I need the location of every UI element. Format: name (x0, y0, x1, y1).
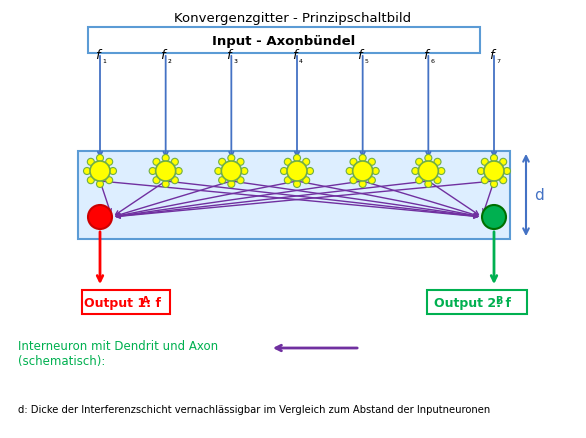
Text: f: f (489, 49, 493, 62)
Circle shape (97, 155, 104, 162)
Circle shape (482, 205, 506, 230)
Circle shape (303, 177, 309, 184)
Circle shape (359, 155, 366, 162)
Circle shape (171, 159, 178, 166)
Circle shape (415, 159, 423, 166)
Circle shape (438, 168, 445, 175)
Text: f: f (95, 49, 99, 62)
Text: Input - Axonbündel: Input - Axonbündel (212, 35, 356, 47)
Text: ₅: ₅ (365, 55, 369, 65)
Circle shape (215, 168, 222, 175)
Circle shape (90, 162, 110, 182)
Circle shape (434, 159, 441, 166)
Text: Konvergenzgitter - Prinzipschaltbild: Konvergenzgitter - Prinzipschaltbild (175, 12, 411, 25)
Circle shape (425, 181, 432, 188)
Text: f: f (226, 49, 231, 62)
Text: f: f (357, 49, 362, 62)
Circle shape (87, 159, 94, 166)
FancyBboxPatch shape (78, 152, 510, 240)
Circle shape (359, 181, 366, 188)
Circle shape (156, 162, 176, 182)
Text: ₇: ₇ (496, 55, 500, 65)
Text: f: f (423, 49, 428, 62)
Circle shape (287, 162, 307, 182)
Circle shape (284, 159, 291, 166)
Text: ₁: ₁ (102, 55, 106, 65)
Circle shape (346, 168, 353, 175)
Circle shape (350, 177, 357, 184)
Circle shape (219, 159, 226, 166)
Circle shape (294, 155, 301, 162)
Circle shape (284, 177, 291, 184)
Circle shape (500, 177, 507, 184)
Circle shape (484, 162, 504, 182)
Circle shape (162, 155, 169, 162)
Circle shape (415, 177, 423, 184)
Circle shape (171, 177, 178, 184)
Text: Output 1: f: Output 1: f (83, 296, 161, 309)
Circle shape (105, 159, 113, 166)
Circle shape (222, 162, 241, 182)
Circle shape (228, 155, 235, 162)
Circle shape (219, 177, 226, 184)
Circle shape (478, 168, 485, 175)
Circle shape (281, 168, 288, 175)
Text: d: d (534, 188, 544, 203)
Circle shape (97, 181, 104, 188)
Circle shape (88, 205, 112, 230)
Text: ₄: ₄ (299, 55, 303, 65)
Circle shape (369, 177, 376, 184)
Circle shape (241, 168, 248, 175)
Circle shape (500, 159, 507, 166)
Text: f: f (292, 49, 297, 62)
Circle shape (110, 168, 117, 175)
Circle shape (306, 168, 314, 175)
Circle shape (412, 168, 419, 175)
Circle shape (237, 177, 244, 184)
Text: Interneuron mit Dendrit und Axon
(schematisch):: Interneuron mit Dendrit und Axon (schema… (18, 339, 218, 367)
Text: Output 2: f: Output 2: f (434, 296, 512, 309)
Circle shape (353, 162, 373, 182)
Circle shape (228, 181, 235, 188)
Circle shape (503, 168, 510, 175)
Circle shape (153, 177, 160, 184)
Text: d: Dicke der Interferenzschicht vernachlässigbar im Vergleich zum Abstand der In: d: Dicke der Interferenzschicht vernachl… (18, 404, 490, 414)
Circle shape (350, 159, 357, 166)
Circle shape (434, 177, 441, 184)
Circle shape (105, 177, 113, 184)
Circle shape (490, 181, 498, 188)
Circle shape (153, 159, 160, 166)
Circle shape (237, 159, 244, 166)
FancyBboxPatch shape (427, 290, 527, 314)
Circle shape (372, 168, 379, 175)
Text: f: f (161, 49, 165, 62)
Circle shape (481, 177, 488, 184)
Circle shape (87, 177, 94, 184)
Text: A: A (142, 295, 150, 305)
Text: ₆: ₆ (430, 55, 434, 65)
FancyBboxPatch shape (88, 28, 480, 54)
Circle shape (162, 181, 169, 188)
Text: ₃: ₃ (233, 55, 237, 65)
Circle shape (369, 159, 376, 166)
Circle shape (175, 168, 182, 175)
Circle shape (303, 159, 309, 166)
Circle shape (149, 168, 156, 175)
Circle shape (481, 159, 488, 166)
Circle shape (294, 181, 301, 188)
Circle shape (418, 162, 438, 182)
Circle shape (425, 155, 432, 162)
Circle shape (83, 168, 90, 175)
Text: ₂: ₂ (168, 55, 172, 65)
Text: B: B (495, 295, 503, 305)
Circle shape (490, 155, 498, 162)
FancyBboxPatch shape (82, 290, 170, 314)
